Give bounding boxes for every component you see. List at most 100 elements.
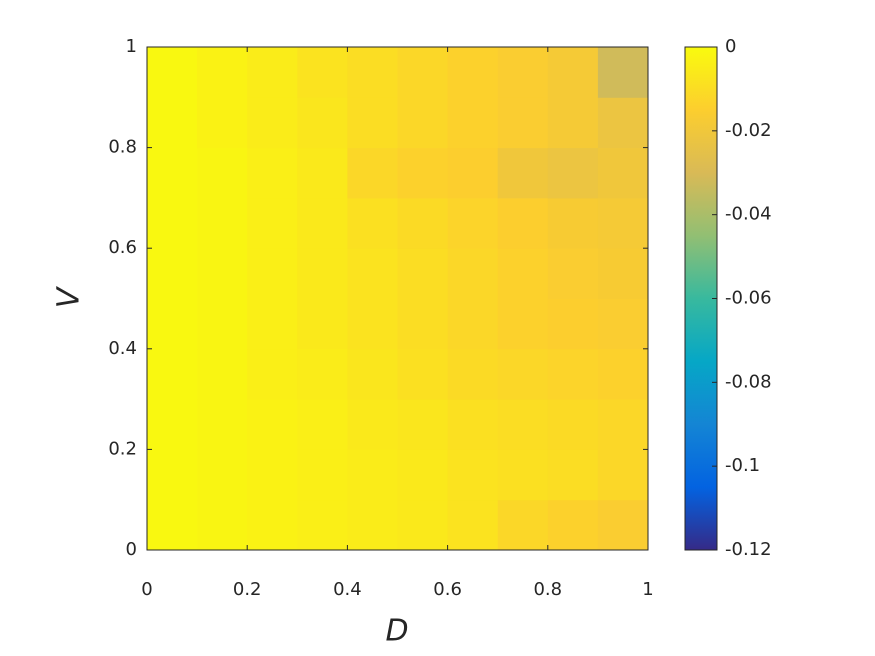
heat-cell	[197, 97, 248, 149]
heat-cell	[197, 499, 248, 551]
heat-cell	[297, 47, 348, 98]
heat-cell	[597, 147, 649, 199]
heat-cell	[397, 298, 449, 350]
heat-cell	[497, 499, 549, 551]
heat-cell	[447, 348, 499, 400]
heat-cell	[147, 248, 198, 299]
heat-cell	[347, 47, 398, 98]
heat-cell	[547, 449, 599, 501]
heat-cell	[547, 298, 599, 350]
heat-cell	[597, 97, 649, 149]
heat-cell	[197, 47, 248, 98]
colorbar-tick-label: -0.08	[725, 371, 772, 392]
heat-cell	[247, 348, 298, 400]
heat-cell	[247, 399, 298, 450]
heat-cell	[347, 298, 398, 350]
heat-cell	[447, 449, 499, 501]
heat-cell	[197, 298, 248, 350]
heat-cell	[547, 47, 599, 98]
heat-cell	[347, 399, 398, 450]
heat-cell	[497, 47, 549, 98]
x-tick-label: 0.6	[433, 579, 462, 600]
y-axis-title: V	[52, 285, 87, 308]
heat-cell	[397, 97, 449, 149]
heat-cell	[597, 348, 649, 400]
heat-cell	[597, 248, 649, 299]
heat-cell	[347, 248, 398, 299]
heat-cell	[197, 197, 248, 249]
y-tick-label: 0.4	[108, 338, 137, 359]
y-tick-label: 1	[126, 36, 137, 57]
heat-cell	[147, 197, 198, 249]
heat-cell	[197, 449, 248, 501]
heat-cell	[447, 298, 499, 350]
heat-cell	[547, 399, 599, 450]
heat-cell	[147, 449, 198, 501]
x-tick-label: 0.8	[533, 579, 562, 600]
heat-cell	[147, 147, 198, 199]
heat-cell	[597, 298, 649, 350]
heat-cell	[397, 47, 449, 98]
heat-cell	[547, 248, 599, 299]
heat-cell	[447, 97, 499, 149]
heat-cell	[297, 348, 348, 400]
heat-cell	[247, 248, 298, 299]
heat-cell	[497, 248, 549, 299]
heat-cell	[297, 197, 348, 249]
heat-cell	[347, 97, 398, 149]
heat-cell	[247, 449, 298, 501]
heat-cell	[447, 399, 499, 450]
heat-cell	[447, 197, 499, 249]
heat-cell	[447, 47, 499, 98]
heat-cell	[297, 248, 348, 299]
heat-cell	[547, 499, 599, 551]
x-tick-label: 1	[642, 579, 653, 600]
heat-cell	[247, 147, 298, 199]
heat-cell	[397, 499, 449, 551]
plot-frame	[146, 46, 649, 551]
heat-cell	[547, 197, 599, 249]
heat-cell	[497, 97, 549, 149]
x-axis-title: D	[385, 614, 408, 649]
heat-cell	[147, 348, 198, 400]
heat-cell	[497, 399, 549, 450]
heat-cell	[197, 248, 248, 299]
heat-cell	[197, 147, 248, 199]
heat-cell	[297, 97, 348, 149]
heat-cell	[597, 197, 649, 249]
heat-cell	[297, 147, 348, 199]
heat-cell	[497, 348, 549, 400]
heat-cell	[497, 449, 549, 501]
y-tick-label: 0.8	[108, 137, 137, 158]
heat-cell	[497, 147, 549, 199]
heat-cell	[547, 348, 599, 400]
heat-cell	[247, 97, 298, 149]
colorbar-tick-label: -0.06	[725, 288, 772, 309]
heat-cell	[547, 147, 599, 199]
heat-cell	[347, 499, 398, 551]
heat-cell	[497, 298, 549, 350]
heat-cell	[147, 97, 198, 149]
heat-cell	[147, 47, 198, 98]
heat-cell	[397, 197, 449, 249]
colorbar-tick-label: 0	[725, 36, 736, 57]
heat-cell	[147, 399, 198, 450]
heat-cell	[447, 147, 499, 199]
heat-cell	[397, 147, 449, 199]
heat-cell	[547, 97, 599, 149]
heat-cell	[597, 449, 649, 501]
heat-cell	[297, 298, 348, 350]
colorbar-tick-label: -0.12	[725, 539, 772, 560]
heat-cell	[397, 449, 449, 501]
heat-cell	[197, 399, 248, 450]
heat-cell	[147, 298, 198, 350]
heat-cell	[247, 499, 298, 551]
heat-cell	[397, 248, 449, 299]
y-tick-label: 0	[126, 539, 137, 560]
x-tick-label: 0.4	[333, 579, 362, 600]
heat-cell	[347, 449, 398, 501]
heat-cell	[597, 47, 649, 98]
heat-cell	[297, 499, 348, 551]
colorbar-tick-label: -0.02	[725, 120, 772, 141]
